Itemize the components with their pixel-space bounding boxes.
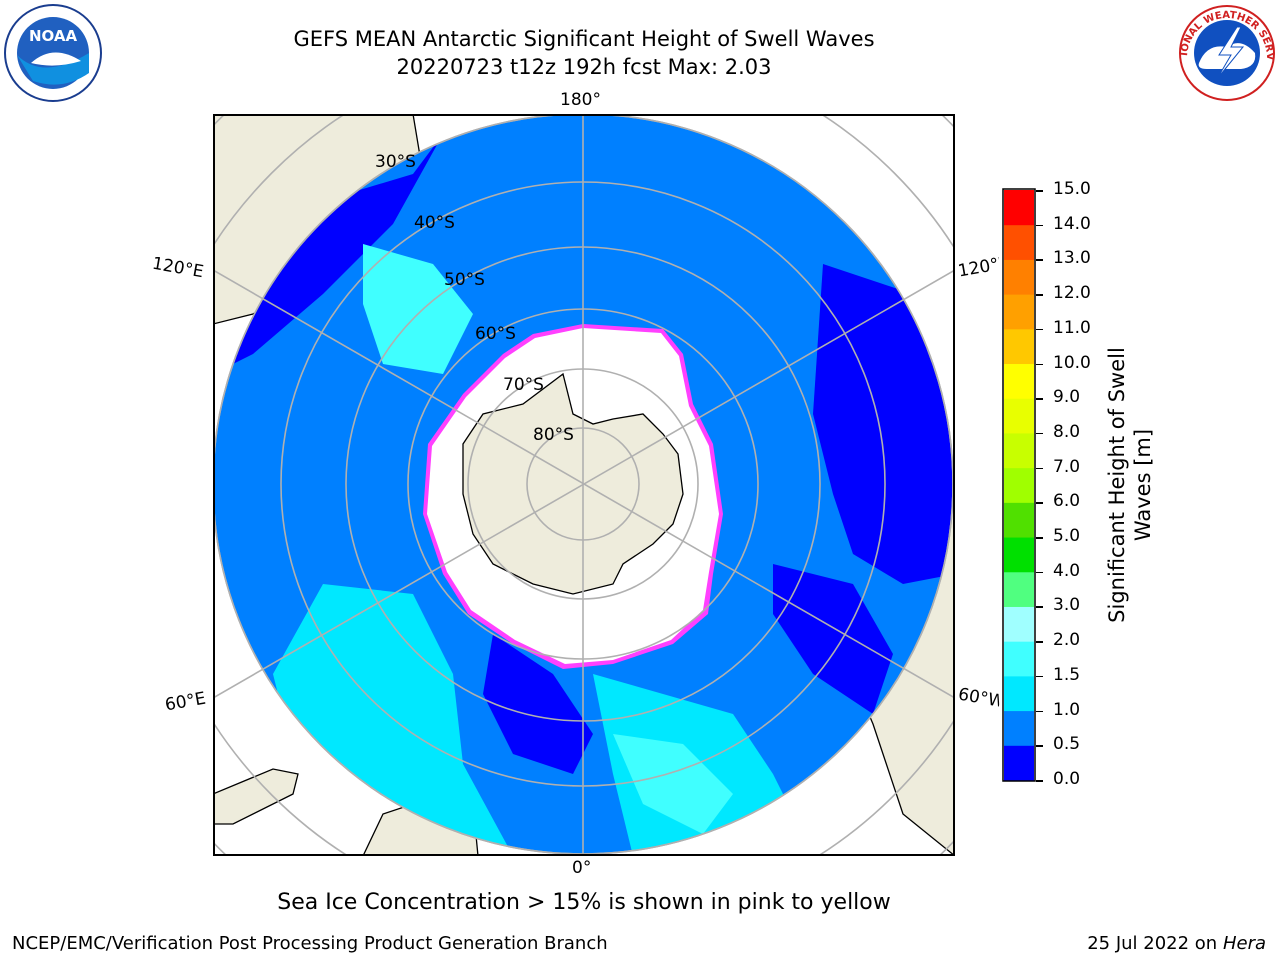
low-swell-region-south: [483, 634, 593, 774]
colorbar-tick-label: 0.5: [1053, 734, 1081, 755]
colorbar-tick: [1036, 675, 1043, 678]
colorbar-tick-label: 5.0: [1053, 526, 1081, 547]
colorbar-tick: [1036, 328, 1043, 331]
colorbar-tick-label: 10.0: [1053, 352, 1091, 373]
lon-label-120e: 120°E: [150, 253, 206, 283]
colorbar-tick: [1036, 537, 1043, 539]
colorbar-tick-label: 14.0: [1053, 213, 1091, 234]
colorbar-swatch: [1004, 328, 1034, 365]
colorbar-tick-label: 9.0: [1053, 387, 1081, 408]
colorbar-swatch: [1004, 675, 1034, 712]
colorbar-tick-label: 1.0: [1053, 699, 1081, 720]
colorbar-tick-label: 8.0: [1053, 421, 1081, 442]
colorbar-tick: [1036, 190, 1043, 192]
colorbar-tick: [1036, 363, 1043, 366]
colorbar-swatch: [1004, 502, 1034, 538]
lat-label-60s: 60°S: [475, 324, 516, 344]
colorbar-swatch: [1004, 432, 1034, 469]
lat-label-40s: 40°S: [414, 213, 455, 233]
colorbar-tick-label: 15.0: [1053, 179, 1091, 199]
colorbar-tick: [1036, 502, 1043, 504]
colorbar-swatch: [1004, 745, 1034, 781]
lat-label-70s: 70°S: [503, 375, 544, 395]
lat-label-80s: 80°S: [533, 425, 574, 445]
colorbar-tick: [1036, 398, 1043, 400]
colorbar-tick: [1036, 432, 1043, 435]
footer-date-text: 25 Jul 2022 on: [1087, 933, 1223, 954]
colorbar-swatch: [1004, 571, 1034, 607]
antarctica-land: [462, 372, 684, 595]
sea-ice-note: Sea Ice Concentration > 15% is shown in …: [277, 890, 891, 915]
colorbar-tick-label: 7.0: [1053, 456, 1081, 477]
low-swell-region-east: [813, 264, 953, 584]
colorbar-swatch: [1004, 259, 1034, 295]
noaa-logo: NOAA: [4, 4, 102, 102]
colorbar-tick-label: 3.0: [1053, 595, 1081, 616]
lat-label-50s: 50°S: [444, 270, 485, 290]
colorbar-tick: [1036, 745, 1043, 747]
polar-map: [213, 114, 955, 856]
colorbar-tick: [1036, 259, 1043, 261]
colorbar-tick-label: 12.0: [1053, 283, 1091, 304]
colorbar-swatch: [1004, 294, 1034, 330]
colorbar-tick: [1036, 710, 1043, 713]
colorbar-swatch: [1004, 641, 1034, 677]
footer-date: 25 Jul 2022 on Hera: [1087, 933, 1266, 954]
colorbar-swatch: [1004, 224, 1034, 260]
colorbar-swatch: [1004, 398, 1034, 434]
colorbar-swatch: [1004, 363, 1034, 399]
colorbar-tick: [1036, 641, 1043, 643]
colorbar-tick-label: 0.0: [1053, 769, 1081, 789]
colorbar-tick-label: 13.0: [1053, 248, 1091, 269]
colorbar-tick: [1036, 224, 1043, 227]
footer-org: NCEP/EMC/Verification Post Processing Pr…: [12, 933, 608, 954]
mid-swell-region-atl2: [613, 734, 733, 834]
colorbar-tick-label: 1.5: [1053, 664, 1081, 685]
colorbar-swatch: [1004, 606, 1034, 642]
chart-title: GEFS MEAN Antarctic Significant Height o…: [293, 27, 875, 51]
nws-logo: NATIONAL WEATHER SERVICE: [1177, 3, 1275, 101]
lon-label-60w: 60°W: [956, 684, 1002, 712]
lon-label-120w: 120°W: [956, 254, 1002, 282]
colorbar-tick: [1036, 294, 1043, 296]
colorbar-tick-label: 6.0: [1053, 491, 1081, 512]
chart-subtitle: 20220723 t12z 192h fcst Max: 2.03: [396, 55, 772, 79]
colorbar-tick: [1036, 780, 1043, 782]
graticule: [214, 115, 954, 855]
colorbar-label: Significant Height of Swell Waves [m]: [1105, 347, 1155, 623]
low-swell-region-drake: [773, 564, 893, 714]
lat-label-30s: 30°S: [375, 152, 416, 172]
lon-label-180: 180°: [560, 90, 601, 110]
lon-label-60e: 60°E: [163, 688, 208, 716]
colorbar: [1002, 188, 1036, 782]
colorbar-tick-label: 11.0: [1053, 317, 1091, 338]
colorbar-swatch: [1004, 710, 1034, 746]
colorbar-tick: [1036, 606, 1043, 608]
colorbar-swatch: [1004, 467, 1034, 503]
colorbar-tick: [1036, 467, 1043, 470]
madagascar-land: [214, 768, 299, 825]
colorbar-tick: [1036, 571, 1043, 574]
colorbar-tick-label: 2.0: [1053, 630, 1081, 651]
colorbar-swatch: [1004, 537, 1034, 573]
lon-label-0: 0°: [572, 858, 592, 878]
colorbar-swatch: [1004, 190, 1034, 226]
low-swell-region-aus: [214, 134, 443, 374]
footer-machine: Hera: [1222, 933, 1266, 954]
noaa-logo-text: NOAA: [29, 27, 78, 45]
colorbar-tick-label: 4.0: [1053, 560, 1081, 581]
mid-swell-region-tasman: [363, 244, 473, 374]
